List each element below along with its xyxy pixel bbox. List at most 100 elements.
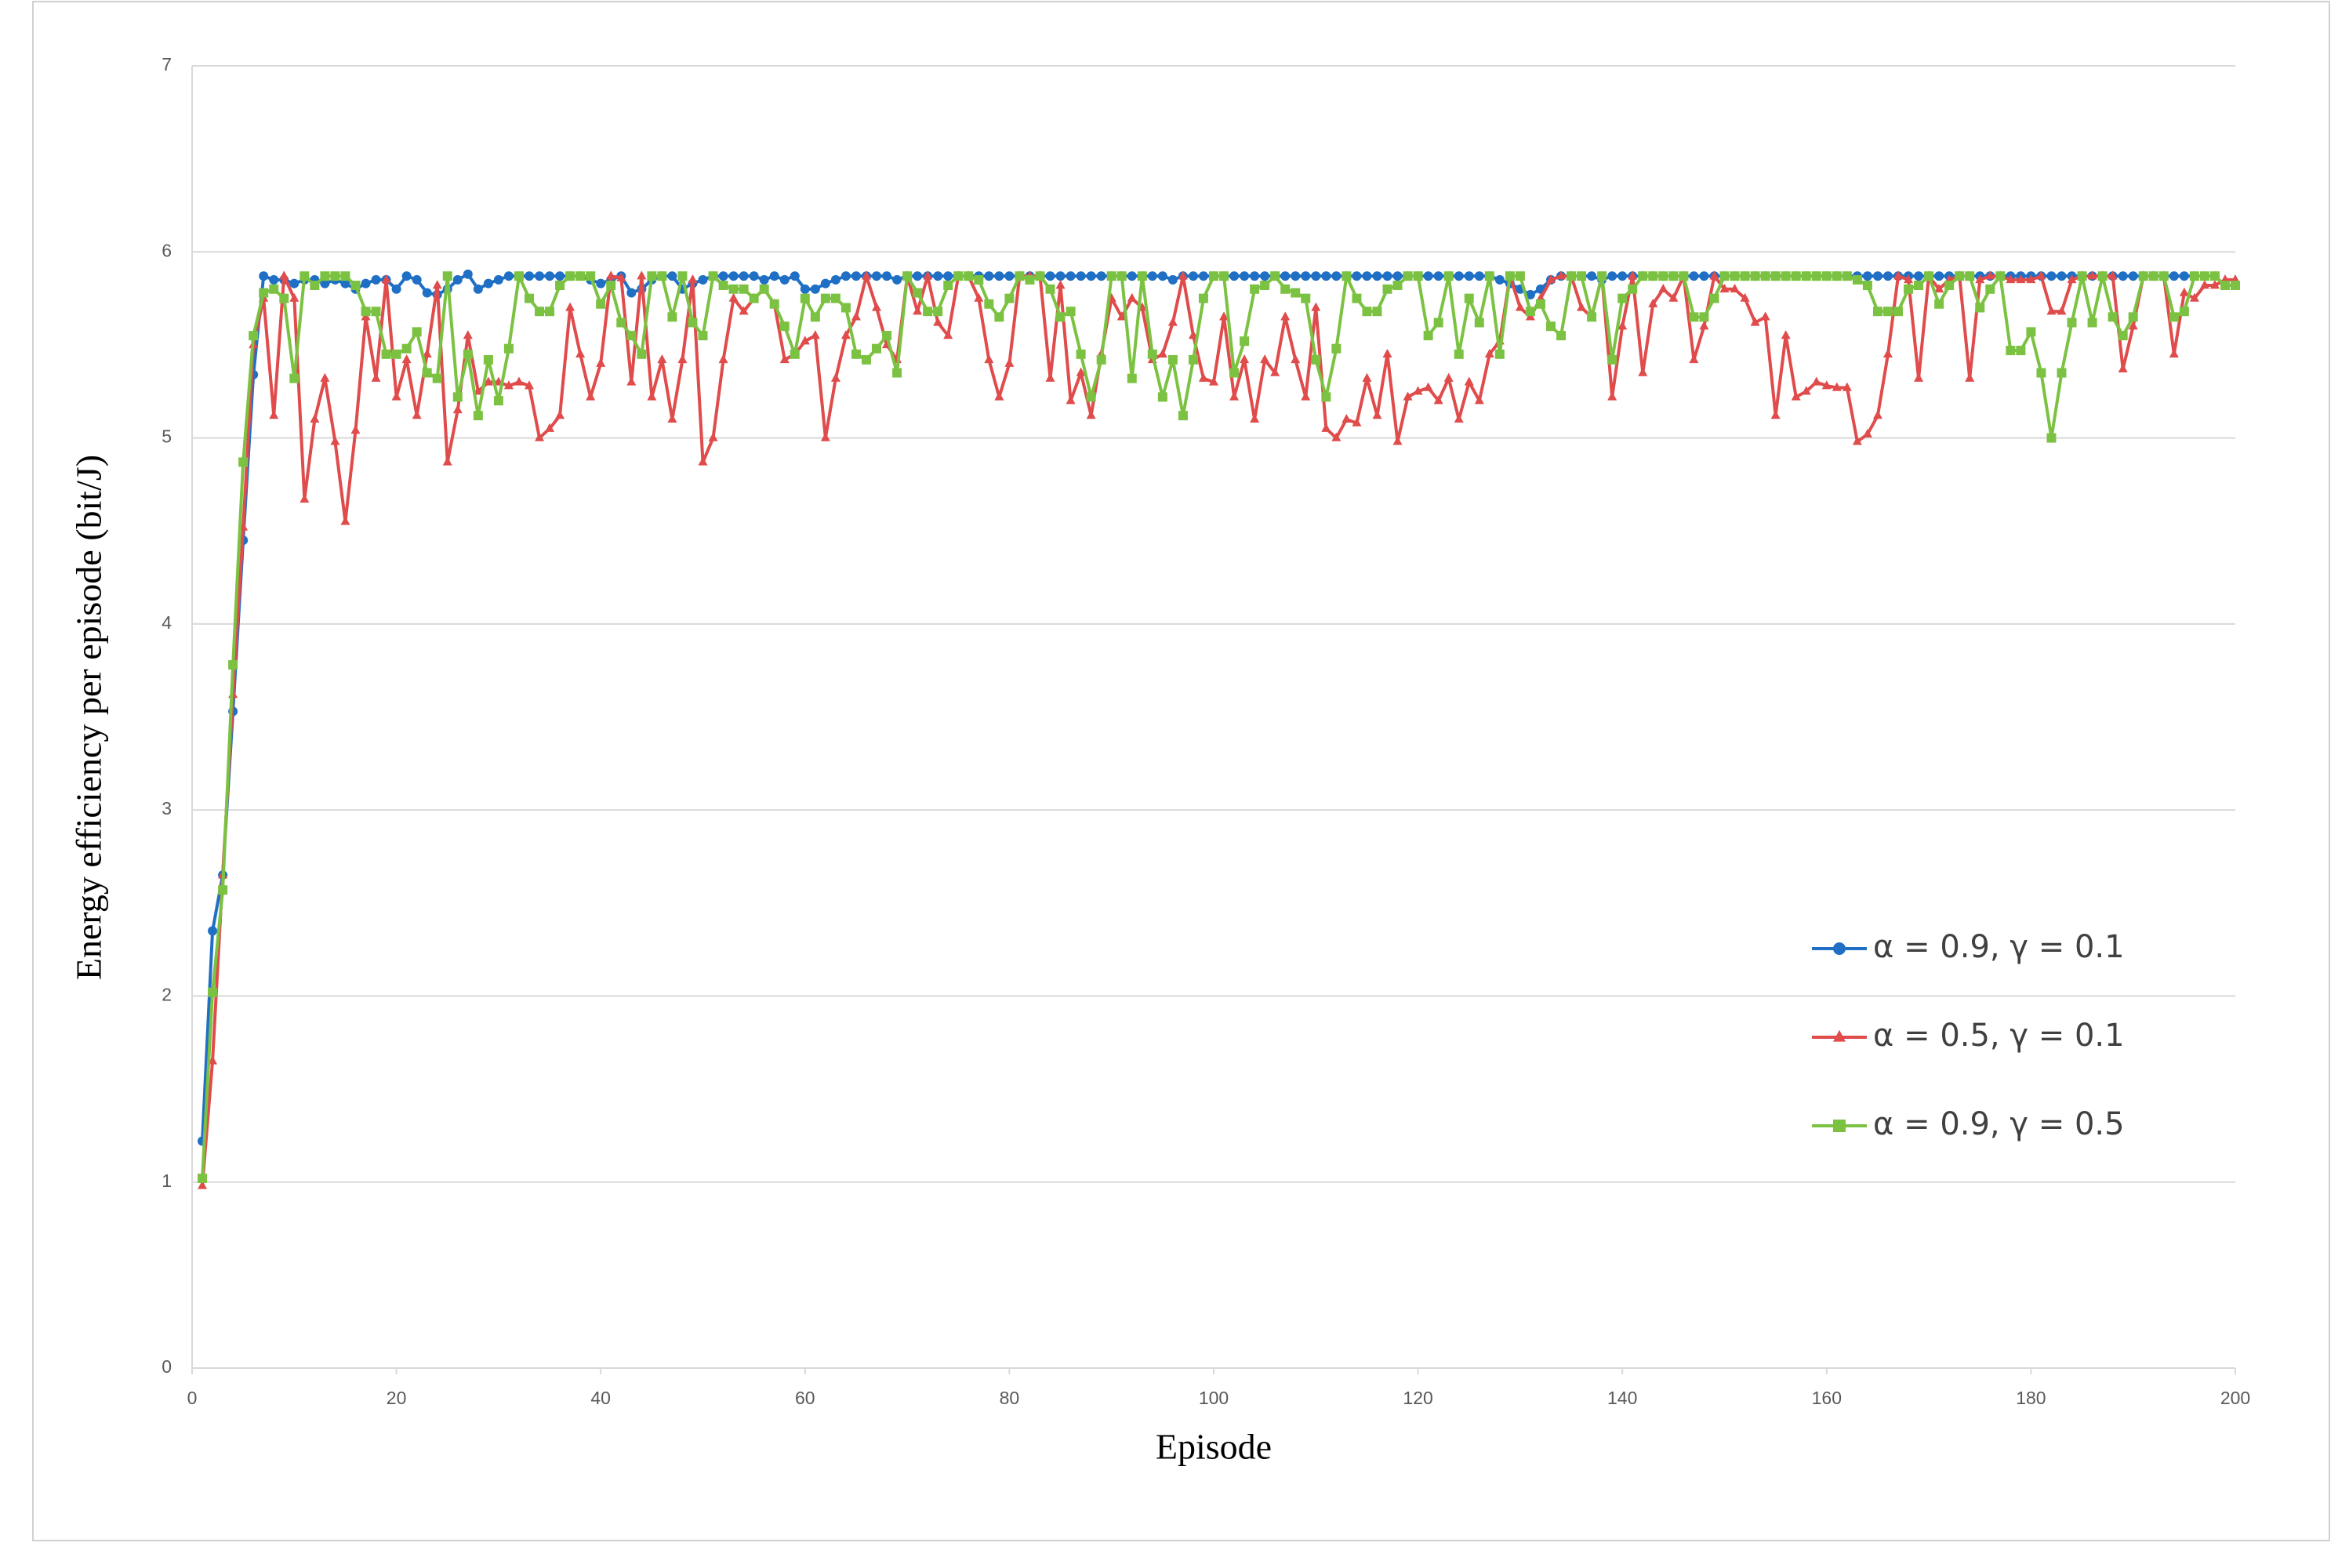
point bbox=[1198, 293, 1208, 303]
point bbox=[1055, 280, 1066, 289]
point bbox=[1291, 271, 1301, 281]
point bbox=[1250, 413, 1260, 423]
point bbox=[596, 299, 606, 309]
point bbox=[1433, 271, 1443, 281]
point bbox=[1617, 293, 1628, 303]
point bbox=[2067, 274, 2077, 284]
point bbox=[2026, 327, 2036, 337]
point bbox=[463, 349, 473, 359]
point bbox=[1617, 321, 1628, 330]
point bbox=[1587, 271, 1597, 281]
point bbox=[2118, 363, 2128, 372]
x-tick-label: 160 bbox=[1812, 1388, 1842, 1408]
point bbox=[657, 354, 667, 364]
point bbox=[882, 271, 892, 281]
point bbox=[1362, 372, 1372, 382]
point bbox=[535, 271, 545, 281]
point bbox=[1658, 271, 1668, 281]
point bbox=[1240, 271, 1250, 281]
point bbox=[1362, 271, 1372, 281]
point bbox=[1198, 372, 1208, 382]
point bbox=[769, 271, 779, 281]
point bbox=[1607, 354, 1617, 365]
point bbox=[749, 293, 759, 303]
point bbox=[1423, 382, 1433, 391]
point bbox=[391, 349, 401, 359]
y-tick-label: 1 bbox=[162, 1171, 172, 1191]
point bbox=[1260, 354, 1270, 364]
point bbox=[289, 373, 300, 383]
point bbox=[1382, 284, 1392, 294]
point bbox=[1147, 349, 1157, 359]
point bbox=[1086, 271, 1096, 281]
point bbox=[994, 391, 1004, 401]
point bbox=[2169, 271, 2179, 281]
point bbox=[1791, 271, 1801, 281]
point bbox=[586, 271, 596, 281]
point bbox=[851, 311, 861, 321]
point bbox=[840, 303, 851, 313]
point bbox=[269, 284, 279, 294]
point bbox=[320, 278, 330, 289]
point bbox=[1127, 271, 1137, 281]
point bbox=[300, 493, 310, 503]
point bbox=[1730, 271, 1740, 281]
point bbox=[810, 312, 820, 322]
point bbox=[2057, 306, 2067, 315]
point bbox=[1025, 274, 1035, 285]
point bbox=[1004, 358, 1015, 367]
point bbox=[535, 432, 545, 441]
point bbox=[708, 432, 718, 441]
point bbox=[1250, 284, 1260, 294]
point bbox=[1403, 271, 1413, 281]
point bbox=[1934, 299, 1944, 309]
point bbox=[1760, 271, 1770, 281]
point bbox=[1443, 372, 1454, 382]
point bbox=[1914, 372, 1924, 382]
point bbox=[1219, 271, 1229, 281]
point bbox=[1862, 428, 1872, 438]
point bbox=[1832, 382, 1842, 391]
point bbox=[2016, 346, 2026, 356]
point bbox=[218, 885, 228, 895]
point bbox=[708, 271, 718, 281]
point bbox=[249, 331, 259, 341]
point bbox=[1882, 307, 1893, 317]
point bbox=[1342, 413, 1352, 423]
point bbox=[381, 349, 391, 359]
point bbox=[1423, 331, 1433, 341]
point bbox=[238, 457, 249, 467]
point bbox=[1811, 271, 1821, 281]
point bbox=[1106, 271, 1116, 281]
point bbox=[575, 348, 586, 358]
point bbox=[1382, 348, 1392, 358]
point bbox=[1525, 289, 1535, 299]
point bbox=[1147, 271, 1157, 281]
point bbox=[1229, 391, 1240, 401]
point bbox=[432, 280, 442, 289]
point bbox=[1240, 336, 1250, 347]
point bbox=[2036, 368, 2046, 378]
point bbox=[1515, 302, 1525, 311]
point bbox=[953, 271, 964, 281]
point bbox=[1719, 283, 1730, 292]
point bbox=[1474, 395, 1484, 405]
legend-label: α = 0.9, γ = 0.1 bbox=[1873, 929, 2125, 965]
point bbox=[391, 391, 401, 401]
point bbox=[442, 271, 452, 281]
point bbox=[1781, 271, 1791, 281]
point bbox=[1004, 293, 1015, 303]
point bbox=[739, 306, 749, 315]
point bbox=[198, 1173, 208, 1183]
point bbox=[1638, 367, 1648, 376]
point bbox=[514, 376, 524, 386]
point bbox=[2189, 271, 2199, 281]
point bbox=[1392, 280, 1403, 290]
point bbox=[984, 271, 994, 281]
point bbox=[728, 292, 739, 302]
point bbox=[840, 330, 851, 339]
point bbox=[861, 354, 871, 365]
point bbox=[1443, 271, 1454, 281]
point bbox=[2077, 271, 2087, 281]
point bbox=[913, 306, 923, 315]
